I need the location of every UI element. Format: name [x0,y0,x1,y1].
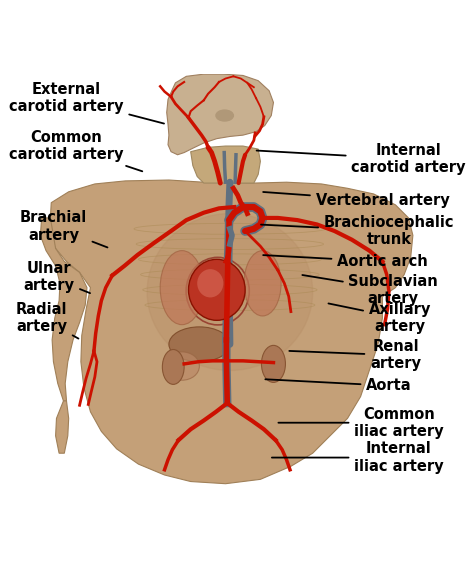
Ellipse shape [244,251,281,316]
Text: Ulnar
artery: Ulnar artery [24,260,90,293]
Text: Subclavian
artery: Subclavian artery [302,274,438,306]
Ellipse shape [189,259,245,320]
Text: Common
carotid artery: Common carotid artery [9,130,142,171]
Text: Aortic arch: Aortic arch [263,254,428,269]
Ellipse shape [163,349,184,384]
Polygon shape [40,218,87,401]
Text: Internal
carotid artery: Internal carotid artery [256,143,466,175]
Ellipse shape [169,327,230,361]
Text: Common
iliac artery: Common iliac artery [278,406,444,439]
Ellipse shape [164,352,200,380]
Polygon shape [49,180,413,484]
Text: Axillary
artery: Axillary artery [328,302,431,335]
Polygon shape [191,146,260,183]
Ellipse shape [262,345,285,383]
Ellipse shape [197,269,223,297]
Polygon shape [55,401,69,453]
Text: Renal
artery: Renal artery [289,339,421,371]
Ellipse shape [160,251,204,325]
Ellipse shape [147,214,313,370]
Text: Brachial
artery: Brachial artery [20,210,108,248]
Text: Internal
iliac artery: Internal iliac artery [272,442,444,474]
Text: Brachiocephalic
trunk: Brachiocephalic trunk [261,215,454,247]
Polygon shape [167,74,273,155]
Text: Radial
artery: Radial artery [16,302,78,339]
Text: Aorta: Aorta [265,378,412,393]
Text: External
carotid artery: External carotid artery [9,82,164,124]
Text: Vertebral artery: Vertebral artery [263,192,449,208]
Ellipse shape [216,110,233,121]
